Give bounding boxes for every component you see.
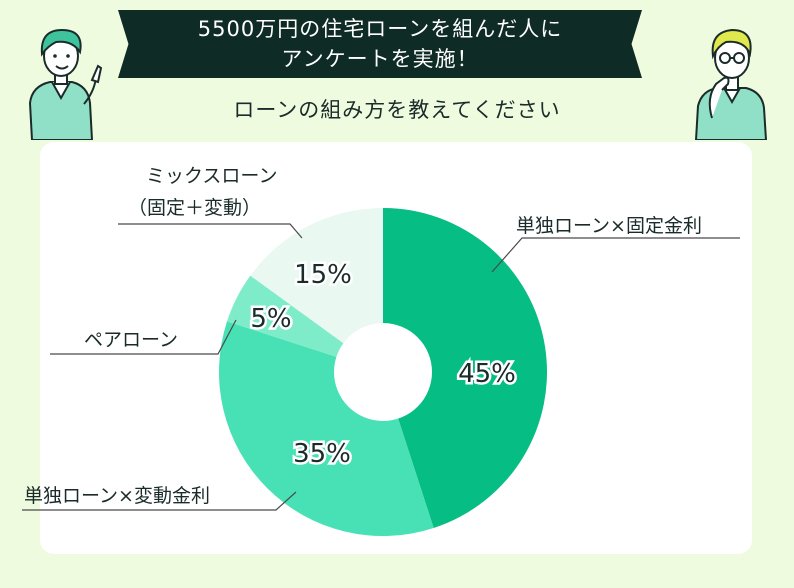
slice-label-pair: ペアローン: [84, 329, 178, 351]
slice-value-variable: 35%: [293, 439, 351, 469]
slice-value-fixed: 45%: [458, 359, 516, 389]
slice-value-mix: 15%: [294, 260, 352, 290]
leader-line-fixed: [491, 237, 740, 273]
leader-line-variable: [22, 491, 297, 511]
title-line-1: 5500万円の住宅ローンを組んだ人に: [197, 17, 563, 41]
slice-label-variable: 単独ローン×変動金利: [24, 485, 210, 507]
title-banner: 5500万円の住宅ローンを組んだ人に アンケートを実施！: [118, 10, 642, 78]
slice-label-mix-line1: ミックスローン: [146, 165, 277, 187]
slice-label-fixed: 単独ローン×固定金利: [516, 215, 702, 237]
question-text: ローンの組み方を教えてください: [233, 98, 561, 122]
leader-line-mix: [118, 223, 303, 239]
pointing-person-icon: [28, 28, 102, 140]
leader-line-pair: [50, 319, 237, 355]
title-line-2: アンケートを実施！: [281, 47, 479, 71]
slice-value-pair: 5%: [250, 304, 291, 334]
slice-fixed: [383, 208, 547, 528]
donut-hole: [334, 323, 432, 421]
slice-label-mix-line2: （固定＋変動）: [128, 197, 261, 219]
slice-mix: [250, 208, 383, 372]
thinking-person-icon: [694, 28, 768, 140]
